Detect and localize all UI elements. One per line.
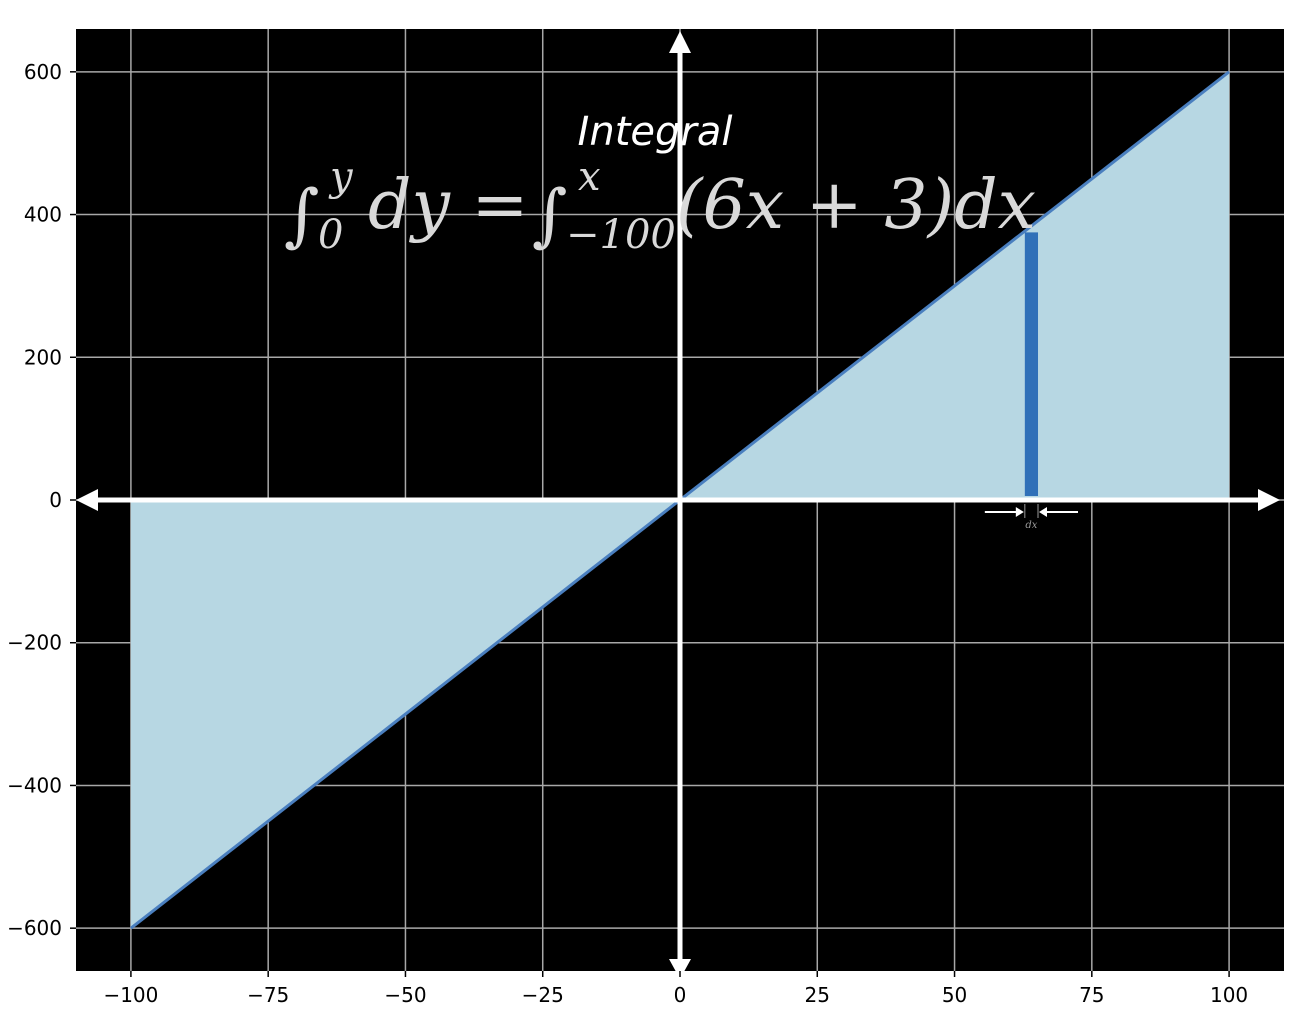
x-tick-label: −25 xyxy=(522,983,564,1007)
rhs-lower-limit: −100 xyxy=(566,212,676,258)
dx-label: dx xyxy=(1025,520,1037,531)
rhs-body: (6x + 3)dx xyxy=(676,166,1036,245)
x-tick-label: −50 xyxy=(384,983,426,1007)
y-tick-label: −200 xyxy=(7,631,62,655)
y-axis-arrow-down xyxy=(669,959,691,979)
x-tick-label: 100 xyxy=(1210,983,1248,1007)
y-tick-label: 600 xyxy=(24,60,62,84)
x-tick-label: 75 xyxy=(1079,983,1104,1007)
rhs-upper-limit: x xyxy=(578,154,601,200)
x-axis-arrow-left xyxy=(76,489,98,511)
rhs-integral-sign: ∫ xyxy=(532,176,567,255)
tick-labels: −100 −75 −50 −25 0 25 50 75 100 −600 −400 −200 0 200 4… xyxy=(7,60,1248,1007)
y-tick-label: 0 xyxy=(49,488,62,512)
x-axis-arrow-right xyxy=(1258,489,1280,511)
axis-arrows xyxy=(76,31,1280,979)
x-tick-label: −100 xyxy=(103,983,158,1007)
x-tick-label: −75 xyxy=(247,983,289,1007)
dx-strip: dx xyxy=(984,232,1079,531)
lhs-integral-sign: ∫ xyxy=(284,176,319,255)
chart-title: Integral xyxy=(578,109,733,155)
lhs-body: dy = xyxy=(368,166,529,245)
lhs-upper-limit: y xyxy=(328,154,354,200)
x-tick-label: 25 xyxy=(805,983,830,1007)
dx-strip-bar xyxy=(1024,232,1039,497)
x-tick-label: 0 xyxy=(674,983,687,1007)
dx-arrowhead-right xyxy=(1039,507,1048,517)
y-tick-label: 400 xyxy=(24,203,62,227)
x-tick-label: 50 xyxy=(942,983,967,1007)
y-tick-label: −600 xyxy=(7,916,62,940)
y-axis-arrow-up xyxy=(669,31,691,53)
dx-arrowhead-left xyxy=(1015,507,1024,517)
y-tick-label: −400 xyxy=(7,773,62,797)
lhs-lower-limit: 0 xyxy=(318,212,343,258)
y-tick-label: 200 xyxy=(24,345,62,369)
